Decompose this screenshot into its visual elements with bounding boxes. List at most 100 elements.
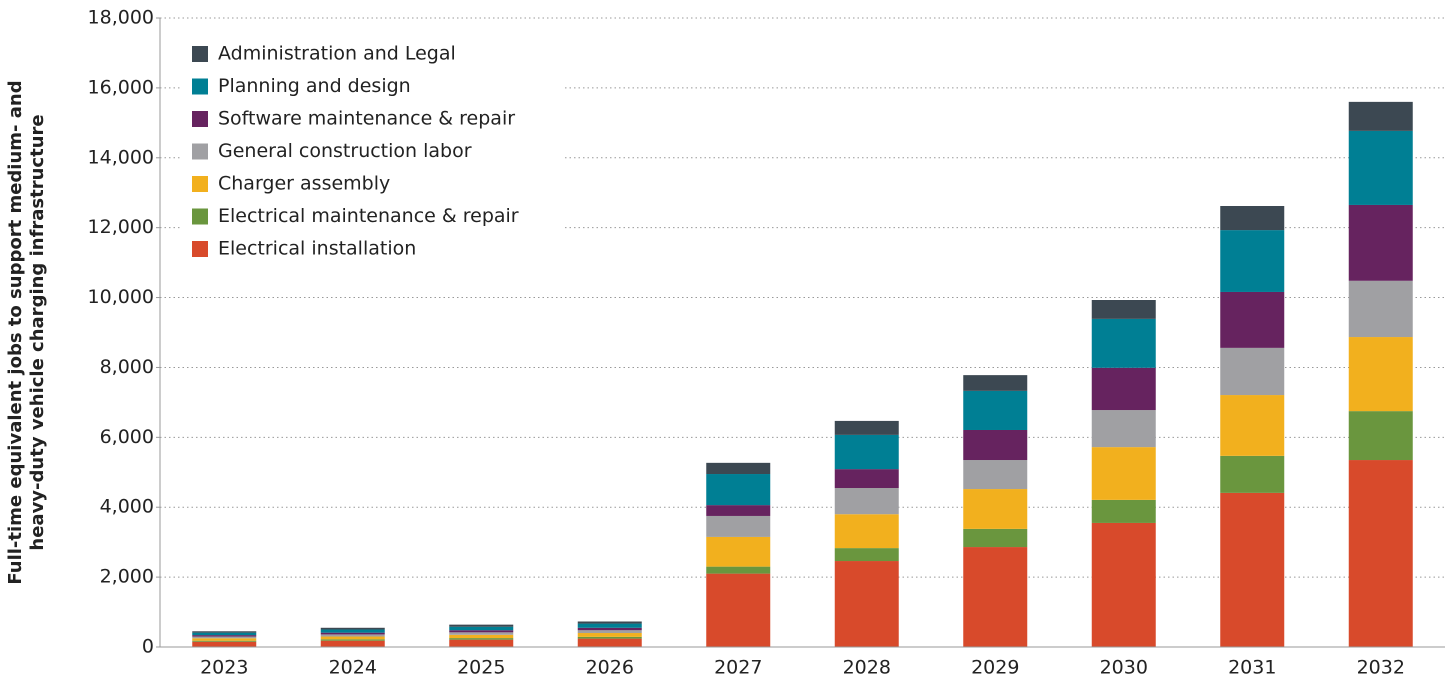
bar-segment [192,638,257,641]
bar-segment [834,434,899,470]
bar-segment [1091,318,1156,368]
legend-label: Administration and Legal [218,43,456,65]
bar-segment [834,488,899,515]
bar-segment [1091,367,1156,411]
bar-segment [963,460,1028,490]
legend-swatch [192,208,208,225]
bar-segment [706,566,771,574]
bar-segment [320,627,385,630]
y-tick-label: 8,000 [100,356,154,378]
y-axis-label: Full-time equivalent jobs to support med… [5,80,26,584]
bar-segment [1348,337,1413,412]
bar-segment [577,623,642,628]
x-tick-label: 2030 [1100,657,1148,679]
bar-segment [706,462,771,475]
bar-segment [577,633,642,637]
y-tick-label: 6,000 [100,426,154,448]
bar-segment [1348,130,1413,205]
bar-segment [963,547,1028,647]
bar-segment [963,390,1028,430]
x-tick-label: 2025 [457,657,505,679]
y-tick-label: 18,000 [88,7,154,29]
bar-segment [834,469,899,489]
bar-segment [834,514,899,549]
bar-segment [449,632,514,635]
bar-segment [320,632,385,635]
y-axis-label: heavy-duty vehicle charging infrastructu… [27,114,48,550]
bar-segment [1220,492,1285,647]
y-tick-label: 4,000 [100,496,154,518]
legend-swatch [192,46,208,62]
bar-segment [834,561,899,647]
bar-segment [192,636,257,639]
bar-segment [1348,411,1413,461]
x-tick-label: 2024 [329,657,377,679]
bar-segment [577,627,642,631]
bar-segment [449,639,514,647]
legend-background [182,36,562,268]
bar-segment [706,573,771,647]
bar-segment [1220,230,1285,292]
bar-segment [1091,410,1156,448]
bar-segment [192,631,257,633]
bar-segment [1348,280,1413,338]
x-tick-label: 2032 [1357,657,1405,679]
legend-label: Planning and design [218,75,411,97]
bar-segment [1091,499,1156,523]
bar-segment [963,375,1028,391]
bar-segment [1348,204,1413,281]
bar-segment [192,635,257,637]
y-tick-label: 2,000 [100,566,154,588]
bar-segment [577,630,642,634]
bar-segment [834,420,899,435]
bar-segment [320,629,385,633]
bar-segment [577,638,642,647]
y-tick-label: 12,000 [88,216,154,238]
bar-segment [320,634,385,637]
bar-segment [192,632,257,636]
y-tick-label: 0 [142,636,154,658]
bar-segment [1348,101,1413,131]
bar-segment [320,639,385,641]
bar-segment [834,548,899,562]
bar-segment [706,515,771,537]
bar-segment [192,641,257,647]
bar-segment [963,489,1028,529]
bar-segment [1091,300,1156,319]
legend-swatch [192,176,208,192]
bar-segment [1091,522,1156,647]
bar-segment [577,636,642,639]
legend-swatch [192,111,208,127]
x-tick-label: 2029 [971,657,1019,679]
x-tick-label: 2023 [200,657,248,679]
bar-segment [1220,206,1285,231]
bar-segment [449,624,514,627]
bar-segment [706,536,771,567]
bar-segment [963,528,1028,548]
bar-segment [449,630,514,633]
bar-segment [1091,447,1156,500]
bar-segment [1220,455,1285,493]
legend-label: General construction labor [218,140,472,162]
legend-label: Electrical maintenance & repair [218,205,519,227]
legend-swatch [192,241,208,257]
x-tick-label: 2031 [1228,657,1276,679]
y-tick-label: 14,000 [88,146,154,168]
bar-segment [1348,460,1413,647]
bar-segment [320,640,385,647]
bar-segment [706,474,771,506]
bar-segment [449,626,514,631]
x-tick-label: 2026 [586,657,634,679]
legend-swatch [192,143,208,160]
bar-segment [449,634,514,639]
bar-segment [577,621,642,624]
bar-segment [1220,395,1285,456]
x-tick-label: 2027 [714,657,762,679]
legend-label: Electrical installation [218,238,416,260]
legend-label: Software maintenance & repair [218,108,515,130]
legend-label: Charger assembly [218,173,390,195]
bar-segment [449,638,514,640]
y-tick-label: 16,000 [88,76,154,98]
bar-segment [1220,347,1285,396]
